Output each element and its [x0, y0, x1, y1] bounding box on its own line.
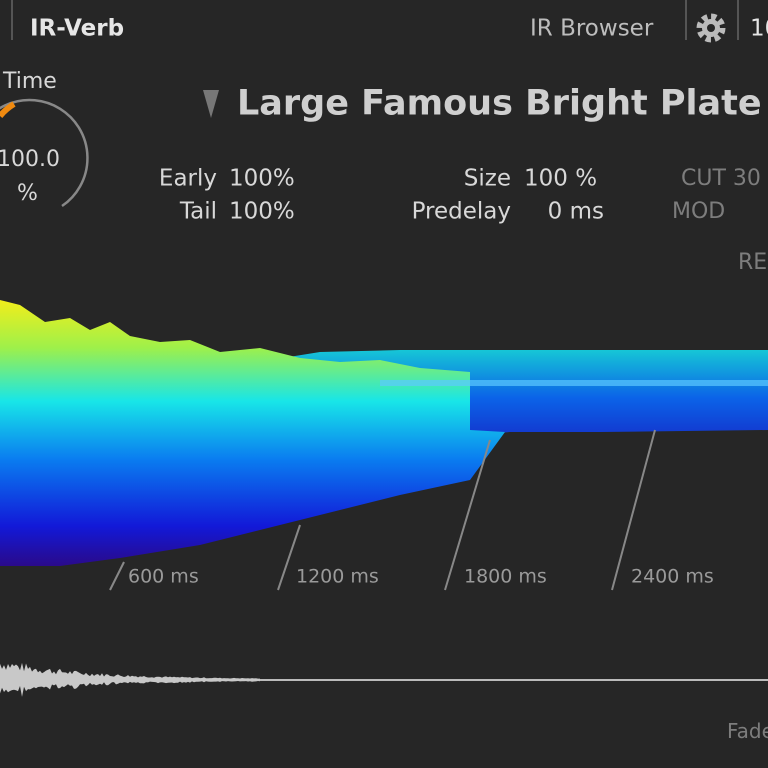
knob-track[interactable] [0, 98, 89, 208]
preset-name[interactable]: Large Famous Bright Plate [237, 83, 762, 124]
ir-browser-button[interactable]: IR Browser [530, 15, 654, 42]
knob-arc [0, 101, 16, 119]
param-value[interactable]: 100 % [524, 165, 598, 192]
param-value[interactable]: 0 ms [547, 198, 604, 225]
time-label: 1800 ms [464, 565, 547, 588]
preset-arrow[interactable] [203, 90, 219, 118]
app-title: IR-Verb [30, 15, 125, 42]
waveform [0, 662, 260, 697]
param-label: Predelay [411, 198, 511, 225]
knob-value: 100.0 [0, 147, 60, 172]
counter: 10 [750, 15, 768, 42]
time-label: 2400 ms [631, 565, 714, 588]
settings-gear[interactable] [696, 13, 726, 43]
param-label: Size [463, 165, 511, 192]
fade-control[interactable]: Fade [727, 719, 768, 743]
time-label: 1200 ms [296, 565, 379, 588]
waterfall-streak [380, 380, 768, 386]
re-control[interactable]: RE [738, 250, 768, 275]
param-label: Early [158, 165, 217, 192]
param-value[interactable]: 100% [229, 198, 295, 225]
waterfall [0, 300, 505, 566]
time-label: 600 ms [128, 565, 199, 588]
knob-label: Time [3, 69, 57, 94]
time-lines [109, 429, 656, 591]
param-label: Tail [179, 198, 217, 225]
knob-unit: % [17, 181, 38, 206]
param-value[interactable]: 100% [229, 165, 295, 192]
cut-control[interactable]: CUT 30 [681, 166, 761, 191]
mod-control[interactable]: MOD [672, 199, 726, 224]
